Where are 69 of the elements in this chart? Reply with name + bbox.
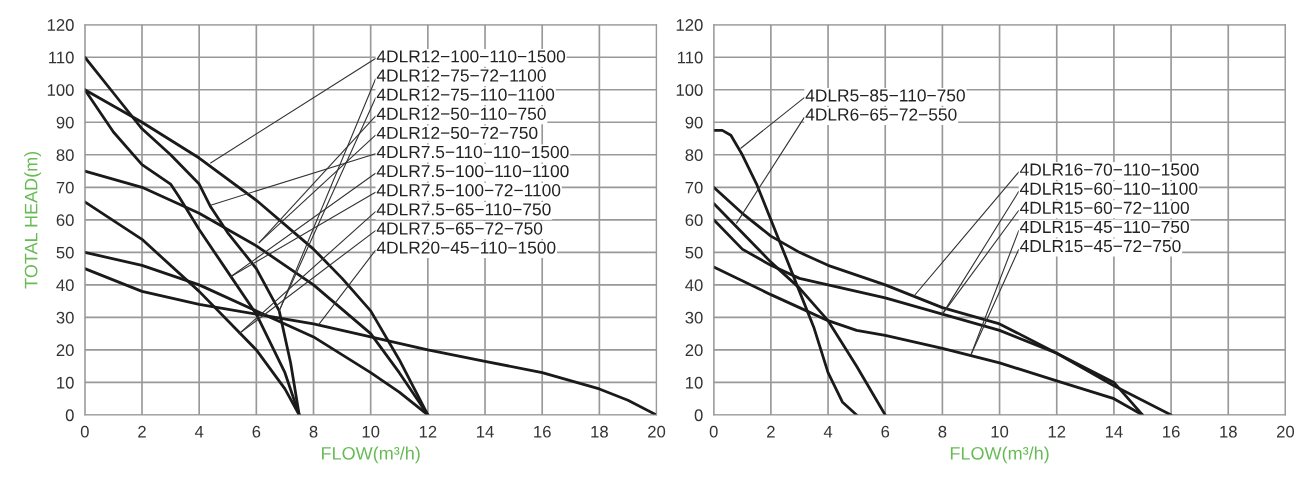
annotation: 4DLR12−75−110−1100 bbox=[376, 88, 555, 101]
y-tick-label: 80 bbox=[685, 149, 703, 161]
x-axis-title: FLOW(m³/h) bbox=[322, 446, 420, 464]
y-tick-label: 110 bbox=[677, 51, 703, 64]
x-tick-label: 6 bbox=[252, 425, 261, 438]
y-tick-label: 0 bbox=[694, 409, 703, 422]
annotation: 4DLR6−65−72−550 bbox=[805, 108, 957, 121]
annotation: 4DLR15−60−110−1100 bbox=[1019, 182, 1198, 195]
annotation: 4DLR7.5−100−110−1100 bbox=[376, 164, 569, 178]
y-tick-label: 120 bbox=[676, 19, 703, 31]
x-tick-label: 0 bbox=[709, 425, 718, 438]
y-tick-label: 70 bbox=[685, 181, 703, 194]
x-tick-label: 8 bbox=[938, 425, 947, 438]
y-axis-title: TOTAL HEAD(m) bbox=[24, 151, 42, 289]
annotation: 4DLR7.5−100−72−1100 bbox=[376, 184, 561, 197]
x-tick-label: 2 bbox=[138, 425, 146, 438]
annotation: 4DLR7.5−65−72−750 bbox=[376, 222, 543, 235]
x-tick-label: 16 bbox=[534, 425, 551, 438]
annotation: 4DLR7.5−110−110−1500 bbox=[376, 145, 569, 159]
y-tick-label: 120 bbox=[47, 19, 74, 31]
x-tick-label: 6 bbox=[881, 425, 890, 438]
x-tick-label: 14 bbox=[477, 425, 494, 438]
y-tick-label: 100 bbox=[676, 84, 703, 96]
annotation: 4DLR12−50−72−750 bbox=[376, 126, 538, 140]
y-tick-label: 0 bbox=[65, 409, 74, 422]
x-tick-label: 2 bbox=[767, 425, 775, 438]
x-axis-title: FLOW(m³/h) bbox=[950, 446, 1049, 464]
y-tick-label: 60 bbox=[685, 214, 703, 227]
annotation: 4DLR12−100−110−1500 bbox=[376, 50, 566, 63]
annotation: 4DLR12−75−72−1100 bbox=[376, 69, 546, 82]
x-tick-label: 16 bbox=[1163, 425, 1180, 438]
x-tick-label: 0 bbox=[80, 425, 89, 438]
annotation: 4DLR20−45−110−1500 bbox=[376, 241, 556, 254]
y-tick-label: 10 bbox=[686, 376, 703, 389]
x-tick-label: 10 bbox=[362, 425, 380, 438]
y-tick-label: 30 bbox=[685, 311, 703, 324]
annotation: 4DLR16−70−110−1500 bbox=[1019, 163, 1199, 176]
x-tick-label: 8 bbox=[309, 425, 318, 438]
annotation: 4DLR15−45−110−750 bbox=[1019, 220, 1189, 234]
y-tick-label: 70 bbox=[56, 181, 74, 194]
y-tick-label: 50 bbox=[56, 246, 74, 259]
y-tick-label: 90 bbox=[56, 116, 74, 129]
y-tick-label: 40 bbox=[56, 279, 74, 292]
x-tick-label: 10 bbox=[991, 425, 1009, 438]
y-tick-label: 60 bbox=[56, 214, 74, 227]
y-tick-label: 30 bbox=[56, 311, 74, 324]
y-tick-label: 80 bbox=[56, 149, 74, 161]
y-tick-label: 90 bbox=[685, 116, 703, 129]
annotation: 4DLR7.5−65−110−750 bbox=[376, 203, 551, 216]
x-tick-label: 12 bbox=[1048, 425, 1066, 438]
y-tick-label: 40 bbox=[685, 279, 703, 292]
x-tick-label: 14 bbox=[1105, 425, 1123, 438]
annotation: 4DLR5−85−110−750 bbox=[805, 89, 965, 102]
x-tick-label: 12 bbox=[419, 425, 437, 438]
annotation: 4DLR15−60−72−1100 bbox=[1019, 201, 1189, 214]
y-tick-label: 50 bbox=[685, 246, 703, 259]
x-tick-label: 4 bbox=[823, 425, 833, 438]
x-tick-label: 4 bbox=[194, 425, 204, 438]
y-tick-label: 100 bbox=[47, 84, 74, 96]
x-tick-label: 18 bbox=[591, 425, 608, 438]
annotation: 4DLR15−45−72−750 bbox=[1019, 239, 1181, 253]
x-tick-label: 20 bbox=[648, 425, 666, 438]
y-tick-label: 20 bbox=[685, 344, 703, 357]
y-tick-label: 110 bbox=[49, 51, 74, 64]
y-tick-label: 10 bbox=[57, 376, 74, 389]
annotation: 4DLR12−50−110−750 bbox=[376, 107, 546, 120]
x-tick-label: 20 bbox=[1277, 425, 1295, 438]
x-tick-label: 18 bbox=[1220, 425, 1237, 438]
y-tick-label: 20 bbox=[56, 344, 74, 357]
